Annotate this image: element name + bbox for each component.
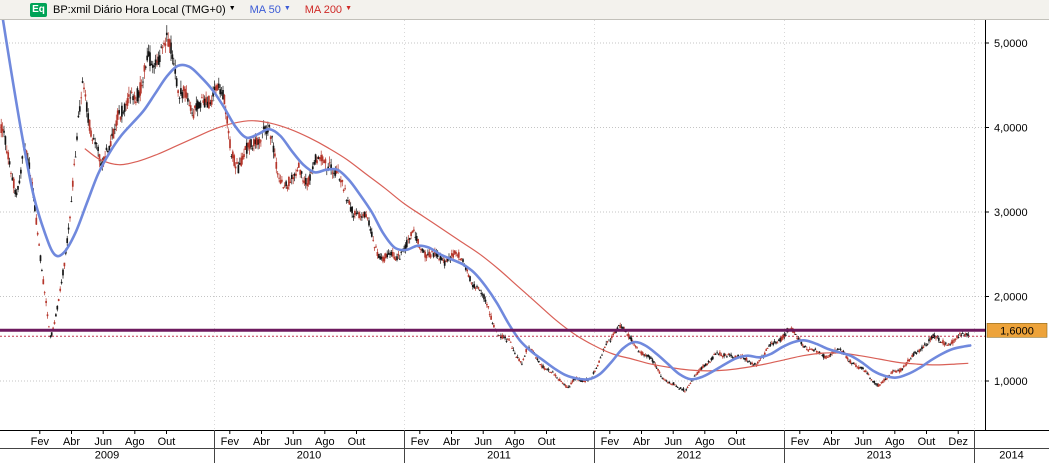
month-label: Fev [791, 436, 810, 448]
year-label: 2011 [487, 450, 511, 462]
ma50-selector[interactable]: MA 50 ▼ [250, 4, 291, 16]
ma50-label: MA 50 [249, 3, 281, 16]
price-tick-label: 4,0000 [994, 123, 1028, 135]
ma200-selector[interactable]: MA 200 ▼ [305, 4, 352, 16]
plot-series [0, 20, 972, 393]
month-label: Abr [823, 436, 840, 448]
candlestick-bodies-up [3, 32, 970, 391]
chart-title: BP:xmil Diário Hora Local (TMG+0) [53, 3, 226, 16]
month-label: Ago [885, 436, 905, 448]
chart-toolbar: Eq BP:xmil Diário Hora Local (TMG+0) ▼ M… [0, 0, 1049, 20]
month-label: Ago [315, 436, 335, 448]
ma200-line [84, 120, 969, 372]
month-label: Fev [411, 436, 430, 448]
month-label: Fev [31, 436, 50, 448]
price-level-label[interactable]: 1,6000 [986, 322, 1048, 338]
equity-badge: Eq [30, 2, 47, 17]
axes-frame [0, 20, 1049, 449]
price-levels [0, 328, 985, 337]
month-label: Out [348, 436, 366, 448]
month-label: Abr [253, 436, 270, 448]
price-tick-label: 5,0000 [994, 38, 1028, 50]
year-label: 2012 [677, 450, 701, 462]
month-label: Abr [443, 436, 460, 448]
month-label: Out [728, 436, 746, 448]
month-label: Jun [94, 436, 112, 448]
month-label: Out [918, 436, 936, 448]
year-label: 2009 [95, 450, 119, 462]
month-label: Out [538, 436, 556, 448]
price-axis: 5,0000 4,0000 3,0000 2,0000 1,0000 [985, 38, 1028, 388]
svg-text:1,6000: 1,6000 [1000, 325, 1034, 337]
price-tick-label: 1,0000 [994, 376, 1028, 388]
chevron-down-icon: ▼ [228, 5, 236, 12]
ma200-label: MA 200 [304, 3, 343, 16]
month-label: Jun [854, 436, 872, 448]
month-label: Abr [633, 436, 650, 448]
month-label: Abr [63, 436, 80, 448]
chart-area[interactable]: 5,0000 4,0000 3,0000 2,0000 1,0000 1,6000 Fev A… [0, 20, 1049, 463]
month-label: Ago [505, 436, 525, 448]
chart-background [0, 20, 1049, 463]
month-label: Ago [695, 436, 715, 448]
chevron-down-icon: ▼ [283, 5, 291, 12]
month-label: Out [158, 436, 176, 448]
month-label: Ago [125, 436, 145, 448]
price-tick-label: 2,0000 [994, 292, 1028, 304]
month-label: Jun [474, 436, 492, 448]
price-chart[interactable]: 5,0000 4,0000 3,0000 2,0000 1,0000 1,6000 Fev A… [0, 20, 1049, 463]
year-label: 2014 [999, 450, 1023, 462]
instrument-selector[interactable]: BP:xmil Diário Hora Local (TMG+0) ▼ [53, 4, 236, 16]
month-label: Fev [221, 436, 240, 448]
month-label: Dez [948, 436, 968, 448]
year-label: 2010 [297, 450, 321, 462]
price-tick-label: 3,0000 [994, 207, 1028, 219]
month-label: Fev [601, 436, 620, 448]
year-label: 2013 [867, 450, 891, 462]
month-label: Jun [284, 436, 302, 448]
month-label: Jun [664, 436, 682, 448]
ma50-line [1, 20, 972, 381]
chevron-down-icon: ▼ [345, 5, 352, 12]
time-axis: Fev Abr Jun Ago Out 2009 Fev Abr Jun Ago Out 2010 Fe… [31, 430, 1024, 463]
